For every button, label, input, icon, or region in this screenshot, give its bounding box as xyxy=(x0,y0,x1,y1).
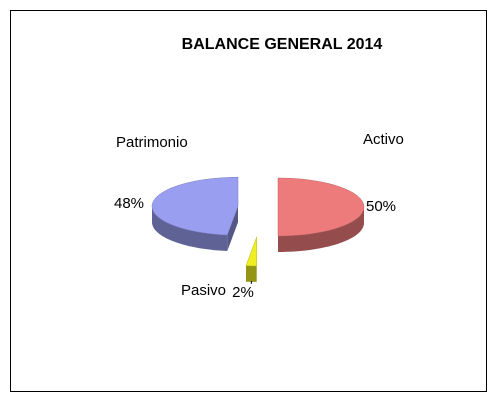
pie-slice xyxy=(151,176,239,251)
category-label: Pasivo xyxy=(181,282,226,299)
slice-top xyxy=(151,176,239,236)
chart-border xyxy=(10,10,487,392)
value-label: 2% xyxy=(232,284,254,301)
category-label: Patrimonio xyxy=(116,134,188,151)
category-label: Activo xyxy=(363,131,404,148)
value-label: 50% xyxy=(366,198,396,215)
slice-wall xyxy=(278,207,364,252)
chart-title: BALANCE GENERAL 2014 xyxy=(182,36,383,53)
pie-slice xyxy=(277,177,365,252)
pie-slice xyxy=(245,236,257,282)
slice-top xyxy=(277,177,365,237)
slice-wall xyxy=(246,265,257,282)
slice-wall xyxy=(152,206,228,251)
value-label: 48% xyxy=(114,195,144,212)
slice-side xyxy=(227,206,238,251)
slice-top xyxy=(245,236,257,267)
